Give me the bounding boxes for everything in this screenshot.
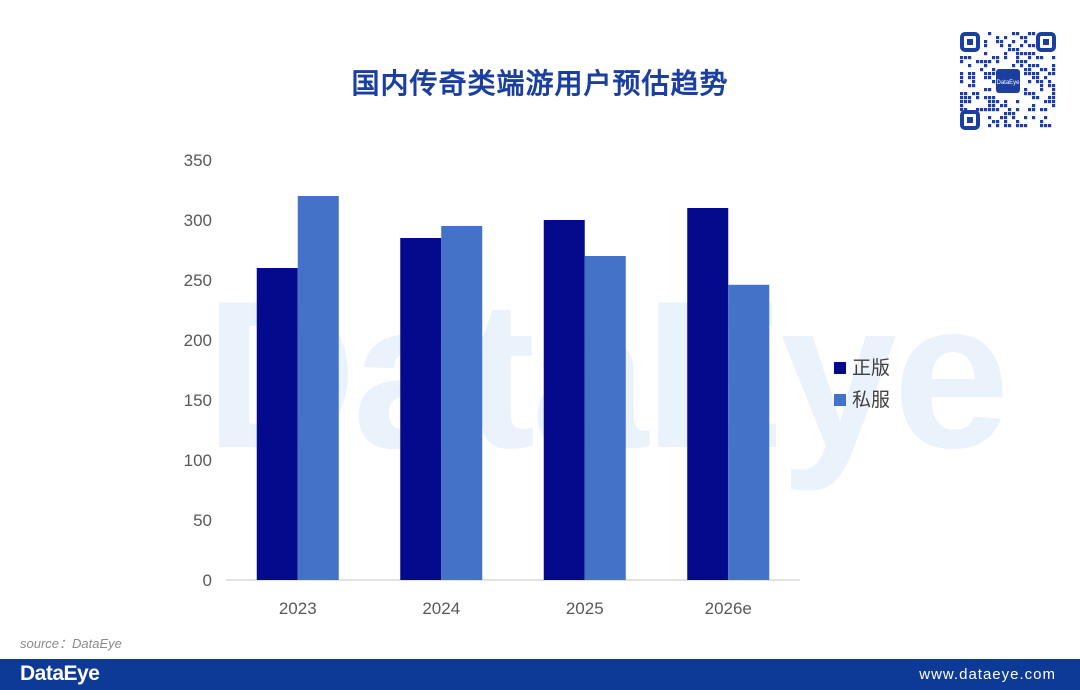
x-tick-label: 2024 [422,599,460,618]
bar-private-2026e [728,284,770,580]
y-tick-label: 300 [184,211,212,230]
y-tick-label: 100 [184,451,212,470]
legend-label: 正版 [852,357,890,379]
bar-official-2026e [687,208,729,580]
x-tick-label: 2025 [566,599,604,618]
footer-bar: DataEye www.dataeye.com [0,659,1080,690]
source-note: source：DataEye [20,636,122,651]
bar-official-2024 [400,238,442,580]
x-tick-label: 2023 [279,599,317,618]
qr-center-label: DataEye [996,80,1020,86]
legend-swatch [834,362,846,374]
legend-swatch [834,394,846,406]
chart-title: 国内传奇类端游用户预估趋势 [351,67,729,100]
qr-code-icon: DataEye [960,32,1056,130]
bar-private-2024 [441,226,483,580]
y-tick-label: 0 [203,571,212,590]
footer-url-link[interactable]: www.dataeye.com [919,666,1056,683]
footer-logo: DataEye [20,662,100,685]
y-tick-label: 200 [184,331,212,350]
legend-label: 私服 [852,389,890,411]
y-tick-label: 50 [193,511,212,530]
y-tick-label: 350 [184,151,212,170]
bar-official-2023 [256,268,298,580]
y-tick-label: 250 [184,271,212,290]
bar-private-2025 [584,256,626,580]
bar-private-2023 [297,196,339,580]
y-tick-label: 150 [184,391,212,410]
bar-official-2025 [543,220,585,580]
x-tick-label: 2026e [705,599,752,618]
